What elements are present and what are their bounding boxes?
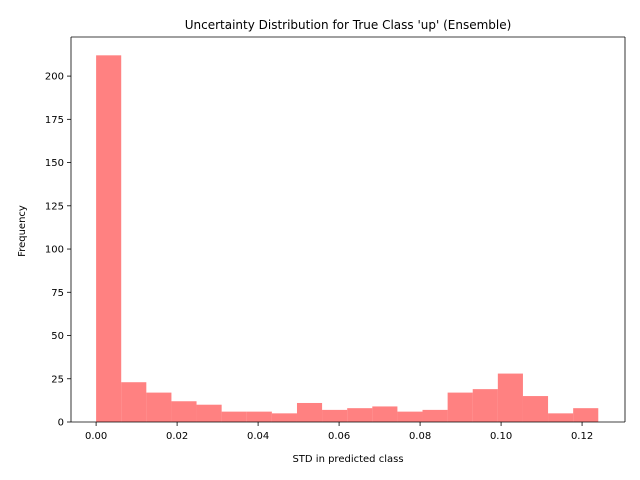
y-tick-label: 75 xyxy=(51,288,64,299)
x-tick-label: 0.10 xyxy=(490,431,512,442)
x-tick-label: 0.00 xyxy=(85,431,107,442)
histogram-bar xyxy=(121,382,147,422)
x-axis-ticks: 0.00 0.02 0.04 0.06 0.08 0.10 0.12 xyxy=(85,422,593,442)
histogram-bar xyxy=(171,401,197,422)
x-tick-label: 0.06 xyxy=(328,431,350,442)
histogram-bar xyxy=(221,411,247,422)
x-tick-label: 0.08 xyxy=(409,431,431,442)
axes-frame xyxy=(70,36,626,423)
histogram-bar xyxy=(146,392,172,422)
histogram-bar xyxy=(96,55,122,422)
histogram-bar xyxy=(522,396,549,422)
histogram-bar xyxy=(497,373,523,422)
histogram-bar xyxy=(472,389,498,422)
histogram-bars xyxy=(96,55,599,422)
histogram-bar xyxy=(573,408,599,422)
y-axis-label: Frequency xyxy=(17,205,28,257)
histogram-bar xyxy=(246,411,272,422)
y-axis-ticks: 0 25 50 75 100 125 150 175 200 xyxy=(45,72,71,429)
histogram-bar xyxy=(372,406,398,422)
y-tick-label: 25 xyxy=(51,374,64,385)
histogram-bar xyxy=(548,413,574,422)
y-tick-label: 0 xyxy=(58,418,64,429)
histogram-bar xyxy=(347,408,373,422)
histogram-bar xyxy=(397,411,423,422)
x-tick-label: 0.12 xyxy=(571,431,593,442)
histogram-bar xyxy=(322,409,348,422)
x-tick-label: 0.04 xyxy=(247,431,269,442)
x-axis-label: STD in predicted class xyxy=(292,454,403,465)
y-tick-label: 175 xyxy=(45,115,64,126)
histogram-bar xyxy=(196,404,222,422)
y-tick-label: 50 xyxy=(51,331,64,342)
y-tick-label: 125 xyxy=(45,201,64,212)
x-tick-label: 0.02 xyxy=(166,431,188,442)
histogram-bar xyxy=(296,402,323,422)
y-tick-label: 150 xyxy=(45,158,64,169)
y-tick-label: 200 xyxy=(45,72,64,83)
chart-title: Uncertainty Distribution for True Class … xyxy=(185,18,512,32)
histogram-bar xyxy=(447,392,473,422)
histogram-bar xyxy=(271,413,297,422)
y-tick-label: 100 xyxy=(45,245,64,256)
histogram-bar xyxy=(422,409,448,422)
